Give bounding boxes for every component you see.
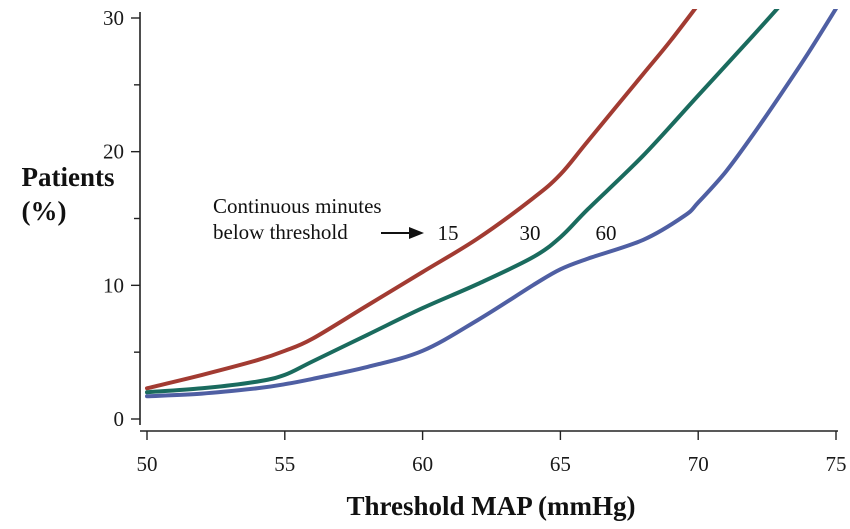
series-line-60 — [145, 9, 838, 399]
x-tick-label: 65 — [550, 452, 571, 476]
y-tick-label: 0 — [114, 407, 125, 431]
annotation: Continuous minutes below threshold — [213, 194, 424, 244]
annotation-arrow-head — [409, 227, 424, 239]
series-labels: 15 30 60 — [438, 221, 617, 245]
series-label-30: 30 — [520, 221, 541, 245]
x-tick-label: 70 — [688, 452, 709, 476]
y-tick-label: 30 — [103, 6, 124, 30]
y-axis-title-line2: (%) — [22, 196, 67, 226]
series-label-15: 15 — [438, 221, 459, 245]
x-tick-label: 55 — [274, 452, 295, 476]
x-tick-label: 60 — [412, 452, 433, 476]
x-tick-label: 75 — [826, 452, 847, 476]
series-label-60: 60 — [596, 221, 617, 245]
annotation-line2: below threshold — [213, 220, 348, 244]
x-axis-title: Threshold MAP (mmHg) — [347, 491, 636, 521]
series-line-15 — [145, 9, 698, 391]
y-tick-label: 10 — [103, 273, 124, 297]
series-group — [145, 9, 838, 399]
ticks: 0 10 20 30 50 55 60 65 70 75 — [103, 6, 847, 476]
series-line-30 — [145, 9, 780, 395]
x-tick-label: 50 — [137, 452, 158, 476]
y-axis-title-line1: Patients — [22, 162, 115, 192]
annotation-line1: Continuous minutes — [213, 194, 382, 218]
y-tick-label: 20 — [103, 140, 124, 164]
